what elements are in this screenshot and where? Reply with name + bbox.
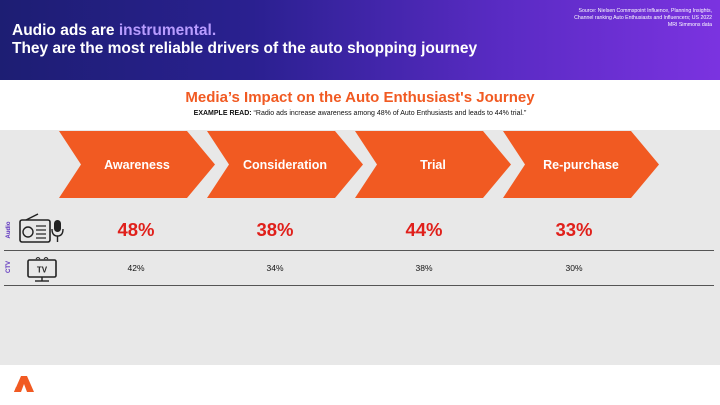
headline-prefix: Audio ads are: [12, 22, 119, 39]
headline-subtitle: They are the most reliable drivers of th…: [12, 40, 478, 57]
source-note: Source: Nielsen Commspoint Influence, Pl…: [542, 8, 712, 29]
audio-value-repurchase: 33%: [555, 219, 593, 240]
chevron-shape: [503, 131, 659, 198]
audio-value-trial: 44%: [405, 219, 443, 240]
svg-text:TV: TV: [37, 266, 48, 275]
stage-arrow-repurchase: Re-purchase: [503, 131, 659, 198]
audio-value-consideration: 38%: [256, 219, 294, 240]
stage-arrow-consideration: Consideration: [207, 131, 363, 198]
chevron-shape: [59, 131, 215, 198]
stage-label: Awareness: [104, 157, 170, 172]
example-read: EXAMPLE READ: “Radio ads increase awaren…: [0, 110, 720, 117]
stage-label: Re-purchase: [543, 157, 619, 172]
headline: Audio ads are instrumental. They are the…: [12, 22, 477, 58]
source-line: Channel ranking Auto Enthusiasts and Inf…: [574, 15, 712, 21]
tv-icon: TV: [26, 255, 58, 288]
ctv-value-trial: 38%: [415, 263, 433, 273]
ctv-value-awareness: 42%: [127, 263, 145, 273]
chevron-shape: [207, 131, 363, 198]
audio-value-awareness: 48%: [117, 219, 155, 240]
radio-microphone-icon: [18, 212, 66, 251]
row-divider: [4, 285, 714, 286]
stage-label: Trial: [420, 157, 446, 172]
stage-arrow-awareness: Awareness: [59, 131, 215, 198]
source-line: Source: Nielsen Commspoint Influence, Pl…: [578, 8, 712, 14]
row-label-audio: Audio: [6, 221, 12, 239]
headline-accent: instrumental.: [118, 22, 217, 39]
stage-label: Consideration: [242, 157, 328, 172]
brand-logo-icon: [14, 376, 34, 397]
source-line: MRI Simmons data: [667, 22, 712, 28]
row-divider: [4, 250, 714, 251]
stage-arrow-trial: Trial: [355, 131, 511, 198]
ctv-value-repurchase: 30%: [565, 263, 583, 273]
example-text: “Radio ads increase awareness among 48% …: [251, 110, 527, 117]
header-banner: Audio ads are instrumental. They are the…: [0, 0, 720, 80]
example-label: EXAMPLE READ:: [193, 110, 252, 117]
chevron-shape: [355, 131, 511, 198]
ctv-value-consideration: 34%: [266, 263, 284, 273]
chart-title: Media’s Impact on the Auto Enthusiast's …: [185, 89, 535, 106]
row-label-ctv: CTV: [6, 261, 12, 273]
